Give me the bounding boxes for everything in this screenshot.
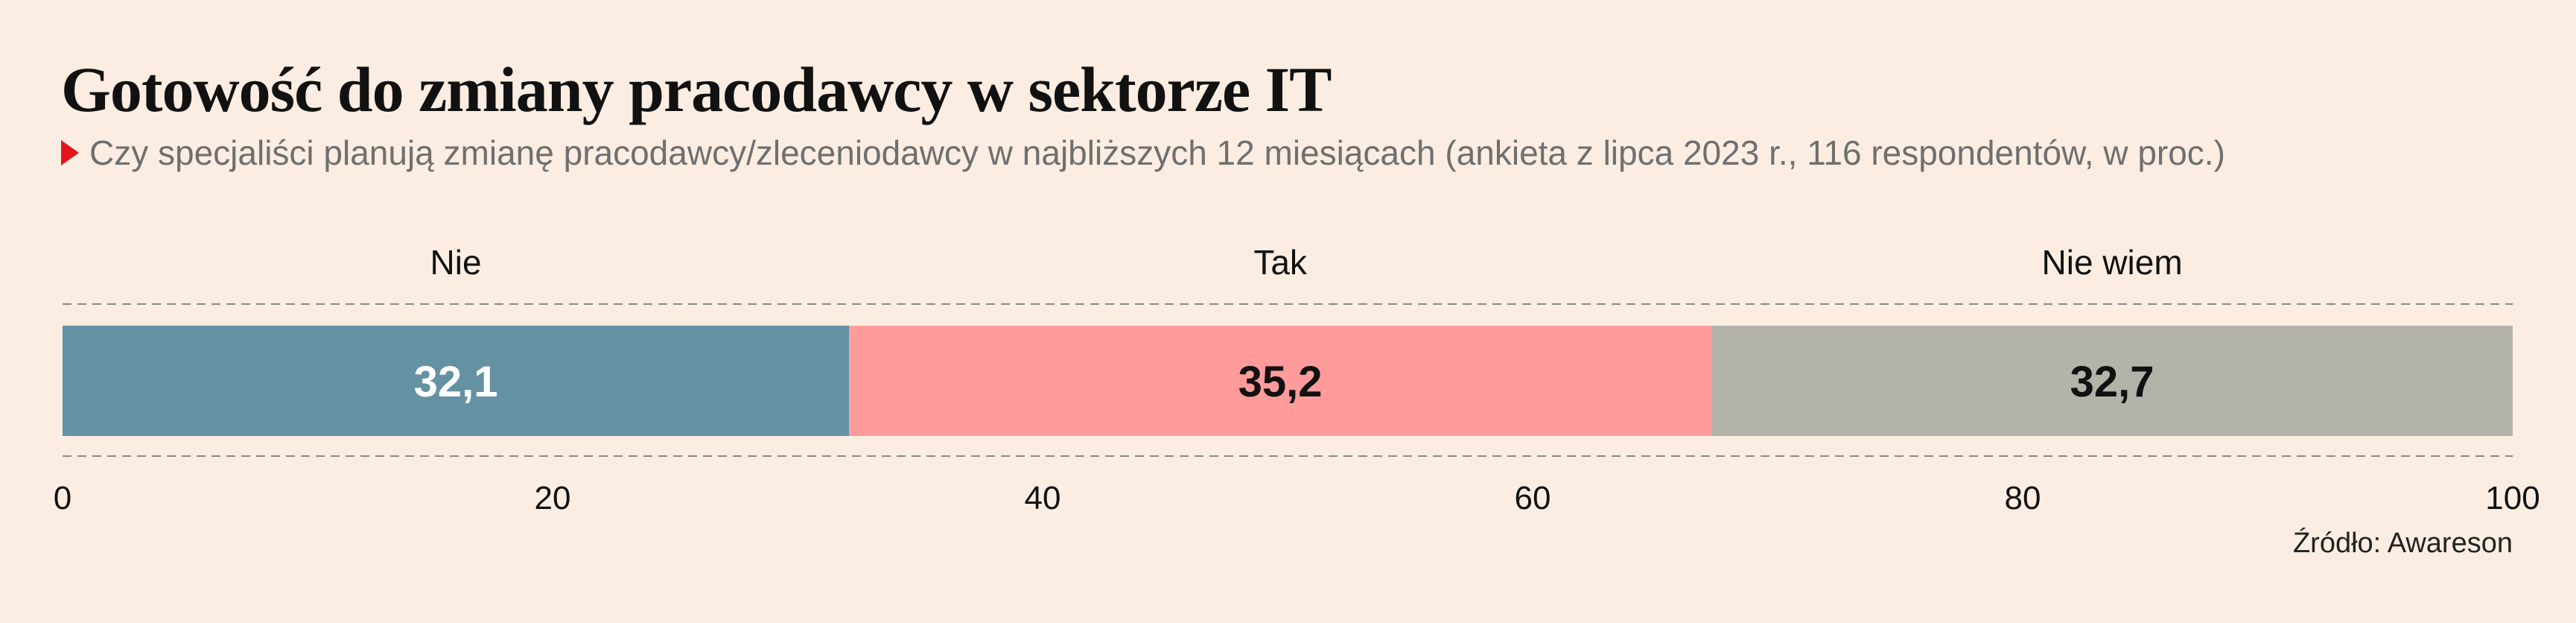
- chart-title: Gotowość do zmiany pracodawcy w sektorze…: [61, 54, 1332, 125]
- x-tick-label-60: 60: [1515, 480, 1551, 516]
- category-label-3: Nie wiem: [2042, 243, 2183, 282]
- chart-subtitle: Czy specjaliści planują zmianę pracodawc…: [61, 133, 2225, 173]
- bar-segments: 32,1 Nie 35,2 Tak 32,7 Nie wiem: [63, 243, 2513, 436]
- bar-segment-3: [1711, 326, 2513, 436]
- x-tick-label-20: 20: [535, 480, 571, 516]
- x-tick-label-40: 40: [1025, 480, 1061, 516]
- x-tick-label-0: 0: [54, 480, 71, 516]
- bar-value-label-1: 32,1: [414, 358, 498, 406]
- x-tick-label-100: 100: [2485, 480, 2540, 516]
- category-label-2: Tak: [1253, 243, 1308, 282]
- bar-value-label-2: 35,2: [1238, 358, 1323, 406]
- bar-segment-1: [63, 326, 850, 436]
- category-label-1: Nie: [430, 243, 482, 282]
- x-tick-label-80: 80: [2005, 480, 2041, 516]
- bar-segment-2: [849, 326, 1712, 436]
- subtitle-marker-icon: [61, 140, 79, 165]
- source-note: Źródło: Awareson: [2292, 528, 2513, 559]
- chart-subtitle-text: Czy specjaliści planują zmianę pracodawc…: [89, 133, 2225, 172]
- x-axis-ticks: 0 20 40 60 80 100: [54, 480, 2540, 516]
- bar-value-label-3: 32,7: [2070, 358, 2154, 406]
